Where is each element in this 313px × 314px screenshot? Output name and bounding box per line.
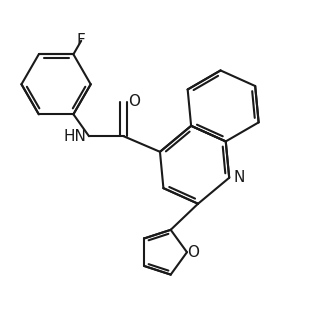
Text: O: O [187, 245, 199, 260]
Text: F: F [77, 33, 85, 48]
Text: O: O [128, 94, 140, 109]
Text: N: N [233, 170, 245, 185]
Text: HN: HN [63, 129, 86, 144]
